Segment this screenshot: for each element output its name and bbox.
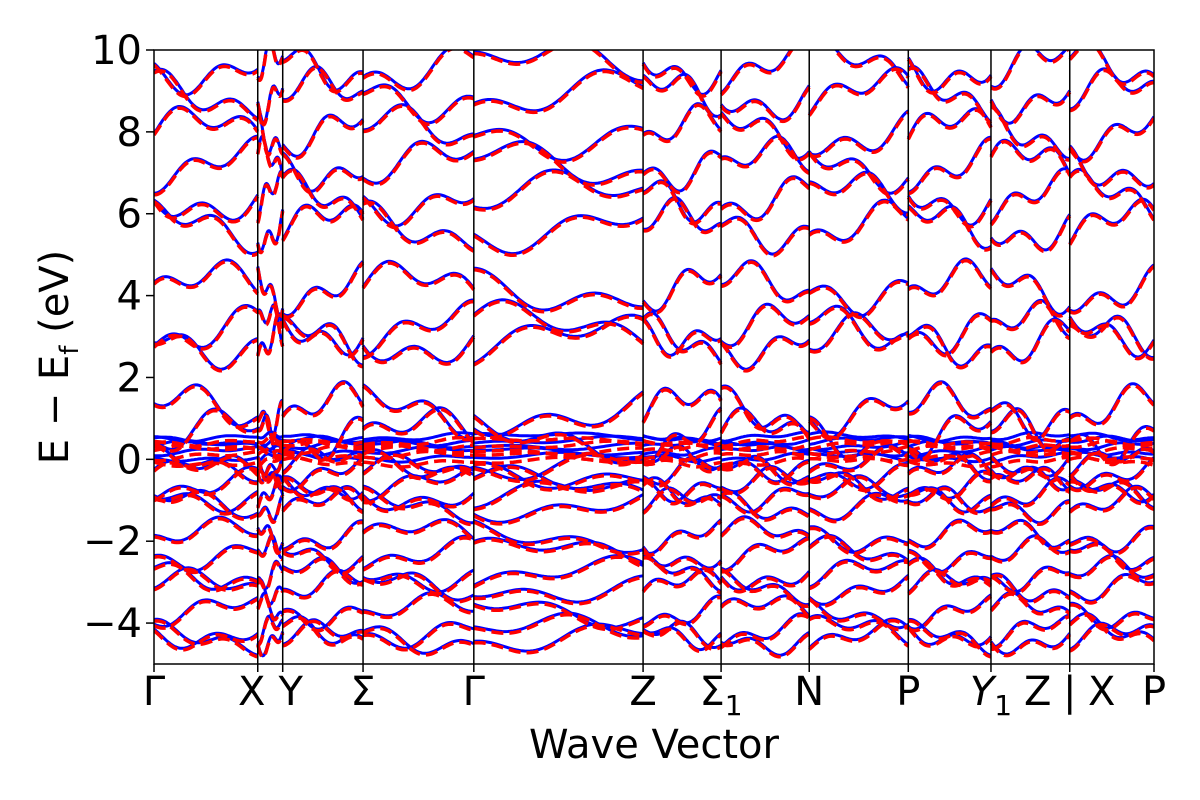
band-line-dashed: [154, 486, 1154, 527]
k-point-label: |: [1063, 669, 1076, 715]
band-lines: [154, 50, 1154, 660]
k-point-label-main: X: [1088, 669, 1115, 715]
k-point-label-main: Z: [629, 669, 656, 715]
k-point-label-main: Γ: [143, 669, 166, 715]
k-point-label-main: N: [794, 669, 824, 715]
band-line-dashed: [154, 103, 1154, 164]
band-line-dashed: [154, 592, 1154, 633]
y-axis-ticks: −4 −2 0 2 4 6 8 10: [83, 28, 154, 647]
band-line-dashed: [154, 516, 1154, 557]
k-point-label-main: P: [1142, 669, 1166, 715]
k-point-label-sub: 1: [994, 689, 1012, 722]
k-point-label: Y: [277, 669, 303, 715]
y-axis-label-main: E − E: [32, 355, 78, 465]
k-point-label: Γ: [463, 669, 486, 715]
k-point-label: Σ1: [700, 669, 743, 722]
band-line-dashed: [154, 534, 1154, 576]
k-point-label-main: Γ: [463, 669, 486, 715]
k-point-label-main: Z: [1024, 669, 1051, 715]
k-point-label: Γ: [143, 669, 166, 715]
y-tick-label: 8: [117, 110, 142, 156]
k-point-label-main: Σ: [700, 669, 725, 715]
band-line-solid: [154, 257, 1154, 318]
y-axis-label: E − Ef (eV): [32, 250, 85, 465]
k-point-label: P: [1142, 669, 1166, 715]
y-tick-label: 2: [117, 355, 142, 401]
k-point-label: N: [794, 669, 824, 715]
x-axis-label: Wave Vector: [529, 722, 780, 768]
y-tick-label: 10: [91, 28, 142, 74]
k-point-label-main: P: [896, 669, 920, 715]
band-line-dashed: [154, 168, 1154, 230]
k-point-label: P: [896, 669, 920, 715]
band-line-dashed: [154, 455, 1154, 469]
band-line-dashed: [154, 449, 1154, 463]
k-point-label: Y1: [970, 669, 1012, 722]
band-line-dashed: [154, 381, 1154, 442]
y-tick-label: 0: [117, 437, 142, 483]
k-point-label-main: |: [1063, 669, 1076, 715]
band-line-dashed: [154, 612, 1154, 654]
band-line-dashed: [154, 312, 1154, 373]
band-line-dashed: [154, 567, 1154, 608]
k-point-label-main: X: [238, 669, 265, 715]
band-line-solid: [154, 515, 1154, 555]
k-point-label-main: Y: [277, 669, 303, 715]
band-line-dashed: [154, 299, 1154, 361]
band-line-dashed: [154, 258, 1154, 320]
k-point-label: X: [238, 669, 265, 715]
band-line-dashed: [154, 50, 1154, 99]
k-point-label: Σ: [350, 669, 375, 715]
y-tick-label: −2: [83, 519, 142, 565]
band-line-dashed: [154, 135, 1154, 197]
k-point-label: X: [1088, 669, 1115, 715]
y-tick-label: 4: [117, 274, 142, 320]
band-line-dashed: [154, 407, 1154, 467]
k-point-lines: [256, 50, 1071, 664]
y-axis-label-unit: (eV): [32, 250, 78, 346]
k-point-label-main: Σ: [350, 669, 375, 715]
plot-frame: [153, 49, 1155, 665]
band-line-dashed: [154, 618, 1154, 660]
k-point-label: Z: [629, 669, 656, 715]
y-tick-label: −4: [83, 601, 142, 647]
k-point-label-main: Y: [970, 669, 998, 715]
k-point-label: Z: [1024, 669, 1051, 715]
x-axis-ticks: Γ X Y Σ Γ Z Σ1 N P Y1 Z | X P: [143, 664, 1166, 722]
band-line-dashed: [154, 197, 1154, 258]
band-line-solid: [154, 167, 1154, 228]
band-line-dashed: [154, 66, 1154, 127]
y-axis-label-sub: f: [55, 345, 85, 355]
y-tick-label: 6: [117, 192, 142, 238]
k-point-label-sub: 1: [725, 689, 743, 722]
